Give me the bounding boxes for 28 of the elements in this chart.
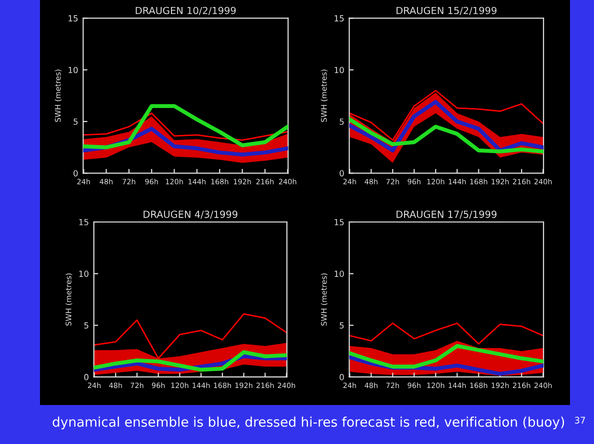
y-tick-label: 10	[68, 66, 78, 74]
y-tick-label: 5	[340, 322, 344, 329]
y-tick-label: 0	[84, 374, 88, 380]
y-tick-label: 10	[334, 270, 344, 277]
y-tick-label: 5	[84, 322, 88, 329]
line-series	[349, 344, 544, 369]
chart-title: DRAUGEN 4/3/1999	[144, 210, 238, 219]
line-series	[349, 322, 544, 345]
y-tick-label: 10	[79, 270, 88, 277]
text: dynamical ensemble is blue, dressed hi-res forecast is red, verification (buoy)	[52, 416, 564, 430]
y-tick-label: 15	[334, 219, 344, 226]
y-tick-label: 10	[334, 66, 344, 74]
chart-title: DRAUGEN 10/2/1999	[136, 6, 236, 15]
y-tick-label: 0	[74, 170, 78, 176]
line-series	[83, 104, 288, 150]
y-tick-label: 0	[340, 374, 344, 380]
y-tick-label: 0	[340, 170, 344, 176]
line-series	[94, 350, 287, 372]
y-tick-label: 5	[340, 118, 344, 125]
chart-title: DRAUGEN 15/2/1999	[396, 6, 496, 15]
line-series	[349, 117, 544, 154]
y-tick-label: 5	[74, 118, 78, 125]
chart-title: DRAUGEN 17/5/1999	[396, 210, 496, 219]
line-series	[349, 100, 544, 152]
text: 37	[574, 416, 585, 424]
y-tick-label: 15	[334, 15, 344, 22]
y-tick-label: 15	[68, 15, 78, 22]
y-tick-label: 15	[79, 219, 88, 226]
